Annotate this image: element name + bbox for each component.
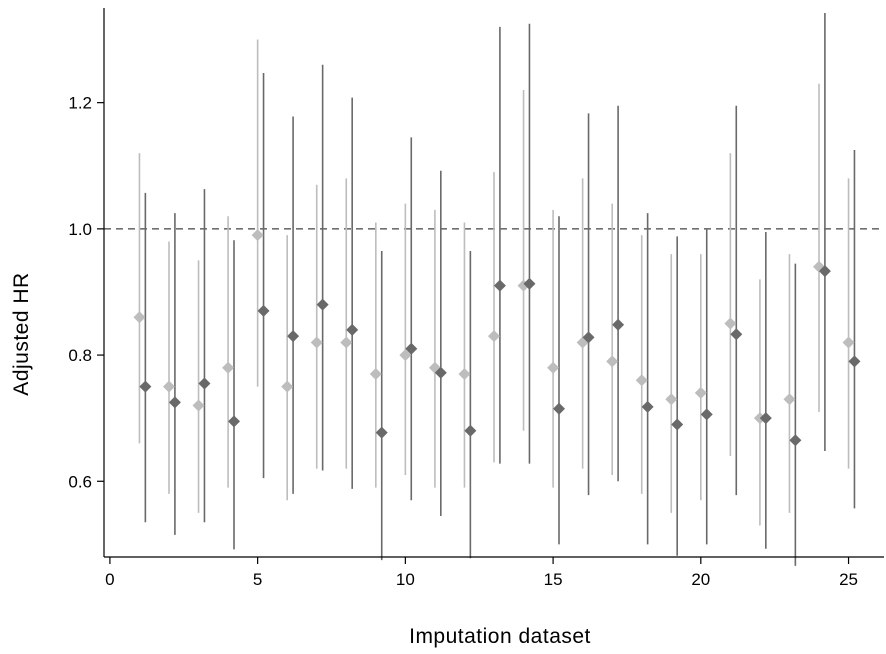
light-point-estimate bbox=[458, 368, 471, 380]
x-tick-label: 0 bbox=[105, 570, 114, 589]
light-point-estimate bbox=[842, 336, 855, 349]
dark-point-estimate bbox=[582, 331, 595, 344]
dark-point-estimate bbox=[316, 298, 329, 311]
ci-bars-layer bbox=[138, 13, 856, 566]
light-point-estimate bbox=[635, 374, 648, 387]
x-tick-label: 15 bbox=[544, 570, 563, 589]
light-point-estimate bbox=[724, 317, 737, 330]
dark-point-estimate bbox=[405, 342, 418, 355]
light-point-estimate bbox=[310, 336, 323, 349]
dark-point-estimate bbox=[523, 277, 536, 290]
dark-point-estimate bbox=[848, 355, 861, 368]
dark-point-estimate bbox=[759, 412, 772, 425]
dark-point-estimate bbox=[464, 424, 477, 437]
dark-point-estimate bbox=[493, 279, 506, 292]
dark-point-estimate bbox=[700, 408, 713, 421]
light-point-estimate bbox=[665, 393, 678, 406]
x-tick-label: 25 bbox=[839, 570, 858, 589]
dark-point-estimate bbox=[168, 396, 181, 409]
x-axis-title: Imputation dataset bbox=[409, 625, 591, 648]
y-tick-label: 1.2 bbox=[68, 94, 92, 113]
light-point-estimate bbox=[192, 399, 205, 412]
light-point-estimate bbox=[133, 311, 146, 324]
light-point-estimate bbox=[222, 361, 235, 374]
light-point-estimate bbox=[251, 229, 264, 242]
dark-point-estimate bbox=[671, 418, 684, 431]
y-tick-label: 1.0 bbox=[68, 220, 92, 239]
dark-point-estimate bbox=[553, 402, 565, 415]
light-point-estimate bbox=[369, 368, 382, 380]
dark-point-estimate bbox=[228, 415, 240, 428]
light-point-estimate bbox=[340, 336, 353, 349]
axes-layer bbox=[97, 8, 884, 564]
light-point-estimate bbox=[694, 386, 707, 399]
light-point-estimate bbox=[488, 330, 500, 343]
y-axis-title: Adjusted HR bbox=[10, 272, 33, 395]
dark-point-estimate bbox=[434, 366, 447, 379]
light-point-estimate bbox=[547, 361, 560, 374]
x-tick-label: 10 bbox=[396, 570, 415, 589]
dark-point-estimate bbox=[346, 323, 359, 336]
dark-point-estimate bbox=[641, 400, 654, 413]
x-tick-label: 20 bbox=[691, 570, 710, 589]
dark-point-estimate bbox=[139, 380, 152, 393]
light-point-estimate bbox=[163, 380, 175, 393]
light-point-estimate bbox=[399, 349, 412, 362]
dark-point-estimate bbox=[818, 265, 831, 278]
dark-point-estimate bbox=[198, 377, 211, 390]
tick-labels-layer: 0 5 10 15 20 25 0.6 0.8 1.0 1.2 bbox=[68, 94, 858, 589]
light-point-estimate bbox=[281, 380, 294, 393]
light-point-estimate bbox=[606, 355, 619, 368]
dark-point-estimate bbox=[257, 304, 270, 317]
dark-point-estimate bbox=[287, 330, 300, 343]
dark-point-estimate bbox=[730, 328, 743, 341]
point-estimates-layer bbox=[133, 229, 861, 447]
light-point-estimate bbox=[783, 393, 796, 406]
x-tick-label: 5 bbox=[253, 570, 262, 589]
y-tick-label: 0.6 bbox=[68, 472, 92, 491]
dark-point-estimate bbox=[375, 426, 388, 439]
dark-point-estimate bbox=[789, 434, 802, 447]
dark-point-estimate bbox=[612, 318, 625, 331]
y-tick-label: 0.8 bbox=[68, 346, 92, 365]
